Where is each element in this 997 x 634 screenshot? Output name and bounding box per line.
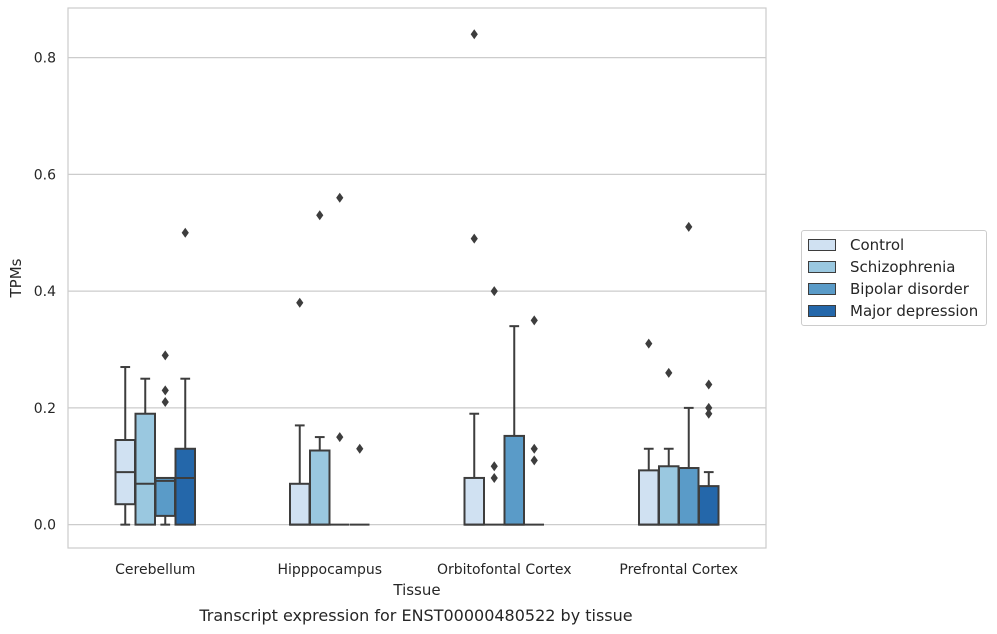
series-major-depression [174, 227, 720, 526]
box-major-depression-cerebellum [174, 227, 196, 526]
outlier-point [336, 432, 344, 443]
box-bipolar-disorder-cerebellum [154, 350, 176, 526]
x-tick-labels: Cerebellum Hipppocampus Orbitofontal Corte… [115, 562, 738, 578]
legend-item-schizophrenia: Schizophrenia [808, 257, 955, 277]
x-tick-label-cerebellum: Cerebellum [115, 562, 195, 578]
outlier-point [705, 408, 713, 419]
box-schizophrenia-cerebellum [134, 377, 156, 526]
legend: Control Schizophrenia Bipolar disorder M… [801, 230, 987, 326]
box-body [154, 476, 176, 517]
legend-label-bipolar-disorder: Bipolar disorder [850, 280, 969, 298]
legend-swatch-control [808, 239, 836, 251]
outlier-point [645, 338, 653, 349]
box-body [503, 434, 525, 526]
x-tick-label-orbitofontal-cortex: Orbitofontal Cortex [437, 562, 572, 578]
outlier-point [530, 455, 538, 466]
box-major-depression-hipppocampus [350, 443, 370, 526]
outlier-point [161, 350, 169, 361]
legend-item-bipolar-disorder: Bipolar disorder [808, 279, 969, 299]
box-body [638, 469, 660, 526]
outlier-point [296, 297, 304, 308]
outlier-point [490, 461, 498, 472]
box-body [463, 476, 485, 526]
box-body [309, 449, 331, 526]
outlier-point [490, 472, 498, 483]
legend-label-control: Control [850, 236, 905, 254]
outlier-point [470, 29, 478, 40]
box-body [134, 412, 156, 526]
x-tick-label-hipppocampus: Hipppocampus [277, 562, 382, 578]
legend-swatch-schizophrenia [808, 261, 836, 273]
outlier-point [530, 315, 538, 326]
legend-swatch-bipolar-disorder [808, 283, 836, 295]
legend-label-major-depression: Major depression [850, 302, 979, 320]
outlier-point [665, 367, 673, 378]
outlier-point [336, 192, 344, 203]
chart-caption: Transcript expression for ENST0000048052… [199, 606, 633, 625]
outlier-point [181, 227, 189, 238]
legend-item-control: Control [808, 235, 904, 255]
y-tick-labels: 0.0 0.2 0.4 0.6 0.8 [34, 51, 56, 534]
box-bipolar-disorder-hipppocampus [330, 192, 350, 526]
series-bipolar-disorder [154, 192, 700, 526]
box-schizophrenia-prefrontal-cortex [658, 367, 680, 526]
outlier-point [705, 402, 713, 413]
box-schizophrenia-hipppocampus [309, 210, 331, 526]
box-major-depression-prefrontal-cortex [698, 379, 720, 526]
box-major-depression-orbitofontal-cortex [524, 315, 544, 526]
y-axis-label: TPMs [7, 258, 25, 298]
legend-item-major-depression: Major depression [808, 301, 978, 321]
outlier-point [316, 210, 324, 221]
box-body [289, 482, 311, 526]
y-tick-label: 0.4 [34, 284, 56, 300]
box-body [174, 447, 196, 526]
outlier-point [356, 443, 364, 454]
y-tick-label: 0.0 [34, 518, 56, 534]
y-tick-label: 0.6 [34, 167, 56, 183]
series-schizophrenia [134, 210, 680, 526]
outlier-point [470, 233, 478, 244]
x-axis-label: Tissue [392, 581, 440, 599]
box-body [658, 465, 680, 526]
box-bipolar-disorder-orbitofontal-cortex [503, 325, 525, 526]
outlier-point [161, 397, 169, 408]
outlier-point [685, 221, 693, 232]
legend-label-schizophrenia: Schizophrenia [850, 258, 956, 276]
outlier-point [705, 379, 713, 390]
box-schizophrenia-orbitofontal-cortex [484, 286, 504, 526]
box-body [678, 467, 700, 526]
y-tick-label: 0.8 [34, 51, 56, 67]
outlier-point [530, 443, 538, 454]
legend-swatch-major-depression [808, 305, 836, 317]
outlier-point [161, 385, 169, 396]
box-series [114, 29, 720, 526]
box-body [698, 485, 720, 526]
x-tick-label-prefrontal-cortex: Prefrontal Cortex [619, 562, 738, 578]
outlier-point [490, 286, 498, 297]
box-control-orbitofontal-cortex [463, 29, 485, 526]
box-bipolar-disorder-prefrontal-cortex [678, 221, 700, 526]
y-tick-label: 0.2 [34, 401, 56, 417]
